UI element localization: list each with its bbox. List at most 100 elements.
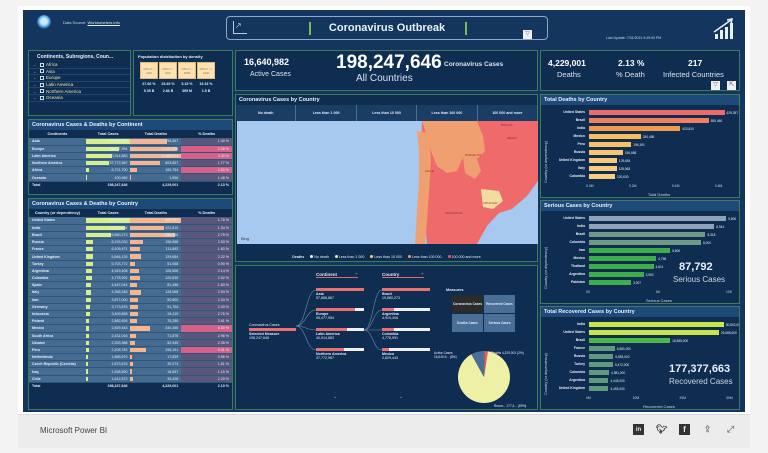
table-row[interactable]: Spain 4,447,044 81,486 1.83 % <box>29 281 232 290</box>
twitter-icon[interactable]: 🐦︎ <box>655 424 668 434</box>
bar[interactable] <box>589 224 715 229</box>
map-tab[interactable]: Less than 10 000 <box>357 105 418 121</box>
table-row[interactable]: Europe 55,477,954 1,137,698 2.38 % <box>29 145 232 153</box>
tree-node[interactable]: Argentina 4,919,408 <box>382 308 430 320</box>
bar[interactable] <box>589 272 644 277</box>
bar[interactable] <box>589 142 632 147</box>
share-icon[interactable]: ⇪ <box>703 424 712 434</box>
continent-dropdown[interactable]: Continent <box>316 270 358 278</box>
table-row[interactable]: Latin America 40,914,883 1,386,671 3.39 % <box>29 152 232 161</box>
table-row[interactable]: Northern America 37,772,967 803,857 1.77 % <box>29 159 232 168</box>
legend-item[interactable]: 100 000 and more <box>447 255 481 259</box>
bar[interactable] <box>589 110 725 115</box>
column-header[interactable]: Country (or dependency) <box>29 209 86 217</box>
bar[interactable] <box>589 232 706 237</box>
bar[interactable] <box>589 354 614 359</box>
slicer-item[interactable]: ⌄ Latin America <box>29 82 130 89</box>
bar[interactable] <box>589 126 681 131</box>
bar[interactable] <box>589 248 671 253</box>
bar[interactable] <box>589 280 632 285</box>
bar[interactable] <box>589 330 719 335</box>
bar[interactable] <box>589 370 610 375</box>
filter-icon[interactable]: ▽ <box>523 30 532 39</box>
map-tab[interactable]: Less than 1 000 <box>296 105 357 121</box>
checkbox[interactable] <box>40 89 44 94</box>
column-header[interactable]: Total Deaths <box>130 209 182 217</box>
tree-node[interactable]: Latin America 40,914,883 <box>316 328 364 340</box>
bar[interactable] <box>589 386 609 391</box>
tree-node[interactable]: Colombia 4,778,991 <box>382 328 430 340</box>
chevron-down-icon[interactable]: ⌄ <box>33 75 37 81</box>
table-row[interactable]: Africa 6,721,700 169,754 2.53 % <box>29 166 232 175</box>
facebook-icon[interactable]: f <box>679 424 690 435</box>
bar[interactable] <box>589 150 623 155</box>
table-row[interactable]: United Kingdom 5,846,135 129,654 2.22 % <box>29 252 232 261</box>
country-dropdown[interactable]: Country <box>382 270 424 278</box>
table-row[interactable]: Iraq 1,628,890 18,657 1.15 % <box>29 367 232 376</box>
chevron-down-icon[interactable]: ⌄ <box>33 68 37 74</box>
table-row[interactable]: Netherlands 1,865,670 17,839 0.96 % <box>29 353 232 362</box>
table-row[interactable]: Czech Republic (Czechia) 1,673,576 30,373 1… <box>29 360 232 369</box>
slicer-item[interactable]: ⌄ Africa <box>29 62 130 69</box>
checkbox[interactable] <box>40 95 44 100</box>
bar[interactable] <box>589 362 613 367</box>
map-tab[interactable]: 100 000 and more <box>492 111 523 115</box>
slicer-item[interactable]: ⌄ Oceania <box>29 95 130 102</box>
column-header[interactable]: Total Cases <box>85 130 131 138</box>
pie-slice-active[interactable] <box>471 351 485 377</box>
chevron-down-icon[interactable]: ⌄ <box>33 95 37 101</box>
bar[interactable] <box>589 322 724 327</box>
table-row[interactable]: Italy 4,355,348 128,068 2.94 % <box>29 288 232 297</box>
tree-node[interactable]: Northern America 37,772,967 <box>316 348 364 360</box>
table-row[interactable]: Germany 3,773,875 91,704 2.43 % <box>29 303 232 311</box>
filter-icon[interactable]: ▽ <box>711 81 720 90</box>
table-row[interactable]: France 6,109,471 111,892 1.83 % <box>29 245 232 254</box>
checkbox[interactable] <box>40 75 44 80</box>
measure-button[interactable]: Coronavirus Cases <box>452 295 483 313</box>
table-row[interactable]: Ukraine 2,253,988 52,945 2.35 % <box>29 339 232 347</box>
bar[interactable] <box>589 378 609 383</box>
focus-mode-icon[interactable]: ⇱ <box>727 81 736 90</box>
expand-level-icon[interactable]: ⌄ <box>333 394 338 400</box>
column-header[interactable]: Total Cases <box>85 209 131 217</box>
table-row[interactable]: Chile 1,612,672 35,428 2.20 % <box>29 375 232 383</box>
legend-item[interactable]: Less than 10 000 <box>370 255 402 259</box>
tree-node[interactable]: Asia 57,886,867 <box>316 288 364 300</box>
measure-button[interactable]: Serious Cases <box>484 314 515 332</box>
pie-slice-deaths[interactable] <box>484 351 488 377</box>
expand-icon[interactable]: ⤢ <box>726 424 735 434</box>
table-row[interactable]: Brazil 19,880,273 555,460 2.79 % <box>29 231 232 240</box>
table-row[interactable]: United States 35,635,790 629,357 1.78 % <box>29 217 232 225</box>
checkbox[interactable] <box>40 69 44 74</box>
tree-node[interactable]: Europe 55,477,954 <box>316 308 364 320</box>
chevron-down-icon[interactable]: ⌄ <box>33 88 37 94</box>
tree-node[interactable]: Mexico 2,829,443 <box>382 348 430 360</box>
table-row[interactable]: Colombia 4,778,991 120,630 2.52 % <box>29 274 232 283</box>
map-tab[interactable]: No death <box>236 105 297 121</box>
column-header[interactable]: % Deaths <box>181 130 232 138</box>
table-row[interactable]: Oceania 100,982 1,556 1.48 % <box>29 173 232 182</box>
table-row[interactable]: India 31,612,794 423,810 1.34 % <box>29 224 232 232</box>
measure-button[interactable]: Recovered Cases <box>484 295 515 313</box>
measure-button[interactable]: Deaths Cases <box>452 314 483 332</box>
bar[interactable] <box>589 240 701 245</box>
legend-item[interactable]: Less than 100 000 <box>407 255 442 259</box>
legend-item[interactable]: Less than 1 000 <box>334 255 364 259</box>
bar[interactable] <box>589 216 727 221</box>
table-row[interactable]: Russia 6,193,033 156,668 2.53 % <box>29 238 232 247</box>
pie-slice-recovered[interactable] <box>458 351 510 403</box>
table-row[interactable]: Turkey 5,703,772 51,068 0.90 % <box>29 260 232 268</box>
map-tab[interactable]: Less than 100 000 <box>417 105 478 121</box>
tree-node[interactable]: Brazil 19,880,273 <box>382 288 430 300</box>
bar[interactable] <box>589 338 671 343</box>
column-header[interactable]: % Deaths <box>181 209 232 217</box>
data-source-link[interactable]: Worldometers.info <box>87 20 120 25</box>
bar[interactable] <box>589 256 657 261</box>
chevron-down-icon[interactable]: ⌄ <box>33 62 37 68</box>
column-header[interactable]: Total Deaths <box>130 130 182 138</box>
bar[interactable] <box>589 346 615 351</box>
powerbi-brand-link[interactable]: Microsoft Power BI <box>40 426 108 435</box>
table-row[interactable]: Iran 3,877,000 90,600 2.34 % <box>29 296 232 304</box>
bar[interactable] <box>589 134 641 139</box>
slicer-item[interactable]: ⌄ Europe <box>29 75 130 82</box>
